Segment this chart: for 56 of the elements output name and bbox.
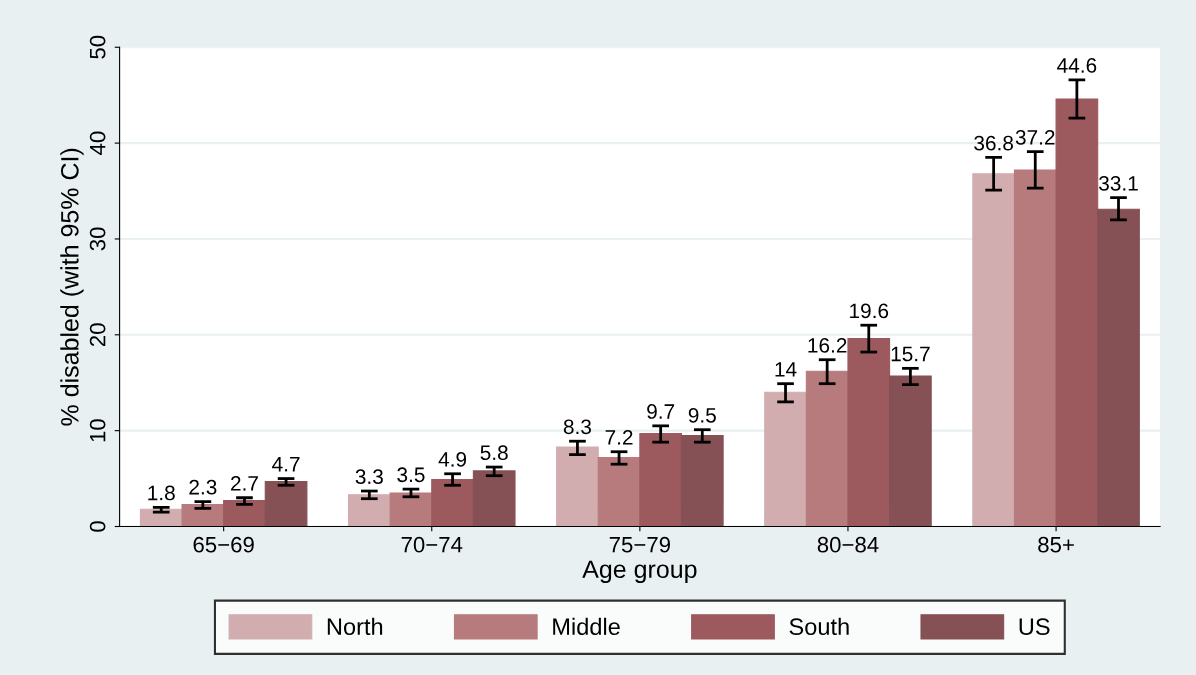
y-tick-label: 40: [89, 131, 106, 155]
bar: [431, 478, 474, 527]
data-label: 2.7: [231, 476, 258, 491]
data-label: 8.3: [563, 419, 591, 435]
legend-label: South: [789, 617, 849, 636]
bar: [597, 456, 641, 527]
x-tick-label: 70−74: [401, 536, 463, 553]
y-tick-label: 10: [89, 419, 106, 442]
data-label: 4.9: [438, 452, 467, 467]
bar: [889, 375, 932, 527]
bar: [805, 370, 849, 527]
bar: [680, 434, 724, 527]
data-label: 3.5: [397, 467, 425, 483]
data-label: 33.1: [1099, 175, 1138, 191]
bar: [847, 338, 891, 527]
legend-label: US: [1019, 618, 1050, 636]
data-label: 9.7: [647, 404, 675, 419]
y-tick-label: 50: [89, 35, 106, 59]
bar: [1013, 169, 1057, 527]
y-tick-label: 20: [89, 323, 106, 347]
x-tick-label: 80−84: [817, 536, 879, 553]
data-label: 9.5: [688, 407, 716, 423]
bar: [347, 494, 391, 527]
x-tick-label: 65−69: [193, 536, 254, 553]
x-tick-label: 85+: [1038, 536, 1074, 553]
bar: [556, 446, 599, 527]
legend-label: North: [327, 617, 383, 636]
bar: [472, 470, 516, 527]
bar: [264, 480, 308, 527]
data-label: 16.2: [808, 337, 847, 353]
x-axis-title: Age group: [582, 560, 697, 584]
bar: [764, 391, 807, 527]
data-label: 7.2: [605, 429, 633, 445]
data-label: 19.6: [850, 303, 889, 319]
bar: [181, 503, 225, 527]
bar: [223, 500, 266, 527]
data-label: 4.7: [272, 457, 300, 472]
x-tick-label: 75−79: [609, 536, 671, 553]
bar: [1097, 208, 1140, 527]
data-label: 2.3: [189, 479, 217, 495]
bar: [1055, 98, 1099, 527]
data-label: 1.8: [148, 485, 175, 501]
y-axis-title: % disabled (with 95% CI): [60, 148, 84, 426]
y-tick-label: 30: [89, 227, 106, 251]
data-label: 37.2: [1015, 129, 1055, 145]
data-label: 5.8: [480, 445, 508, 461]
data-label: 3.3: [355, 469, 383, 485]
data-label: 44.6: [1057, 58, 1097, 73]
y-tick-label: 0: [89, 521, 106, 532]
data-label: 15.7: [891, 346, 930, 362]
bar: [639, 432, 683, 527]
data-label: 14: [775, 362, 797, 377]
bar: [972, 173, 1016, 527]
data-label: 36.8: [974, 135, 1014, 151]
legend-label: Middle: [553, 617, 620, 636]
bar: [389, 492, 433, 527]
